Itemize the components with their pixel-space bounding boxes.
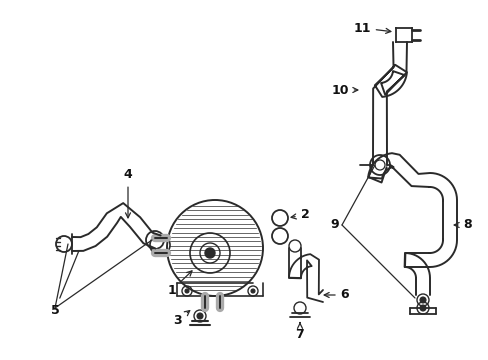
Text: 9: 9: [330, 219, 339, 231]
Circle shape: [419, 297, 425, 303]
Text: 2: 2: [290, 208, 309, 221]
Text: 10: 10: [330, 84, 357, 96]
Text: 4: 4: [123, 168, 132, 218]
Text: 1: 1: [167, 271, 192, 297]
Text: 6: 6: [324, 288, 348, 302]
Circle shape: [419, 305, 425, 311]
Text: 5: 5: [51, 251, 79, 316]
Circle shape: [197, 313, 203, 319]
Circle shape: [184, 289, 189, 293]
Circle shape: [204, 248, 215, 258]
Text: 11: 11: [352, 22, 390, 35]
Text: 8: 8: [453, 219, 471, 231]
Text: 7: 7: [295, 323, 304, 342]
Text: 3: 3: [173, 311, 189, 327]
Circle shape: [250, 289, 254, 293]
